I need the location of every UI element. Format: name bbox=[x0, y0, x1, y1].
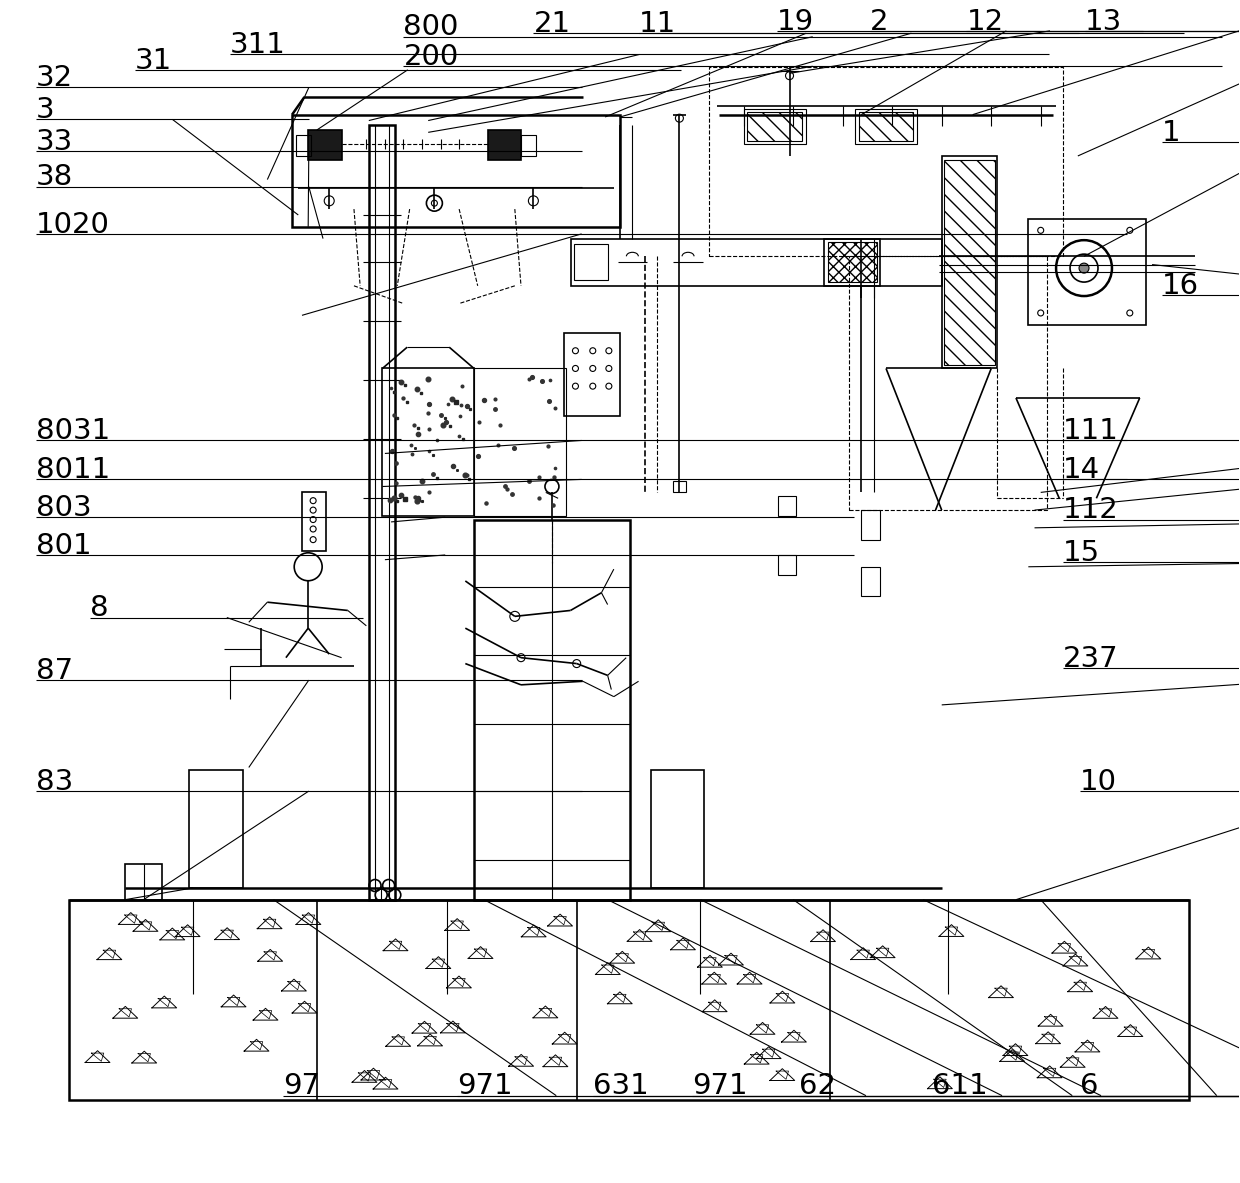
Bar bbox=[69, 900, 1189, 1100]
Bar bbox=[941, 156, 997, 368]
Text: 83: 83 bbox=[36, 768, 73, 796]
Bar bbox=[862, 567, 880, 596]
Bar bbox=[748, 112, 802, 141]
Text: 12: 12 bbox=[966, 7, 1003, 35]
Bar bbox=[487, 130, 521, 160]
Bar bbox=[744, 109, 806, 144]
Text: 237: 237 bbox=[1063, 645, 1118, 673]
Bar bbox=[856, 109, 916, 144]
Bar bbox=[303, 492, 326, 551]
Text: 62: 62 bbox=[800, 1072, 837, 1100]
Text: 10: 10 bbox=[1080, 768, 1117, 796]
Bar bbox=[779, 555, 796, 575]
Bar bbox=[825, 239, 880, 286]
Bar bbox=[570, 239, 941, 286]
Bar bbox=[296, 135, 311, 156]
Text: 15: 15 bbox=[1063, 538, 1100, 567]
Text: 971: 971 bbox=[692, 1072, 748, 1100]
Text: 8031: 8031 bbox=[36, 418, 110, 445]
Bar bbox=[779, 496, 796, 516]
Bar bbox=[309, 130, 341, 160]
Bar bbox=[190, 770, 243, 888]
Text: 33: 33 bbox=[36, 128, 73, 156]
Bar bbox=[944, 160, 994, 364]
Text: 13: 13 bbox=[1085, 7, 1122, 35]
Text: 1: 1 bbox=[1162, 118, 1180, 147]
Bar bbox=[474, 368, 565, 516]
Bar bbox=[862, 510, 880, 539]
Text: 6: 6 bbox=[1080, 1072, 1099, 1100]
Text: 112: 112 bbox=[1063, 497, 1118, 524]
Bar bbox=[564, 334, 620, 415]
Text: 200: 200 bbox=[403, 43, 459, 71]
Text: 1020: 1020 bbox=[36, 211, 110, 239]
Bar bbox=[828, 243, 878, 283]
Text: 97: 97 bbox=[284, 1072, 320, 1100]
Bar bbox=[673, 480, 686, 492]
Bar bbox=[859, 112, 914, 141]
Bar bbox=[474, 519, 630, 900]
Text: 8: 8 bbox=[91, 594, 109, 622]
Text: 21: 21 bbox=[533, 9, 570, 38]
Text: 16: 16 bbox=[1162, 272, 1199, 300]
Circle shape bbox=[1079, 263, 1089, 273]
Text: 3: 3 bbox=[36, 96, 55, 124]
Text: 11: 11 bbox=[639, 9, 676, 38]
Text: 801: 801 bbox=[36, 531, 92, 560]
Text: 800: 800 bbox=[403, 13, 459, 41]
Bar bbox=[368, 125, 394, 900]
Text: 311: 311 bbox=[231, 31, 286, 59]
Text: 38: 38 bbox=[36, 163, 73, 192]
Bar bbox=[125, 865, 162, 900]
Text: 32: 32 bbox=[36, 64, 73, 92]
Text: 2: 2 bbox=[870, 7, 888, 35]
Text: 87: 87 bbox=[36, 657, 73, 685]
Text: 8011: 8011 bbox=[36, 457, 110, 484]
Text: 971: 971 bbox=[456, 1072, 512, 1100]
Bar bbox=[1028, 219, 1146, 325]
Bar bbox=[521, 135, 536, 156]
Bar bbox=[293, 115, 620, 227]
Text: 803: 803 bbox=[36, 494, 92, 522]
Text: 631: 631 bbox=[593, 1072, 649, 1100]
Text: 111: 111 bbox=[1063, 418, 1118, 445]
Bar bbox=[849, 257, 1047, 510]
Text: 611: 611 bbox=[931, 1072, 987, 1100]
Text: 19: 19 bbox=[777, 7, 815, 35]
Bar bbox=[574, 245, 608, 280]
Bar bbox=[709, 67, 1063, 257]
Text: 14: 14 bbox=[1063, 457, 1100, 484]
Bar bbox=[382, 368, 474, 516]
Text: 31: 31 bbox=[135, 46, 172, 75]
Bar bbox=[651, 770, 704, 888]
